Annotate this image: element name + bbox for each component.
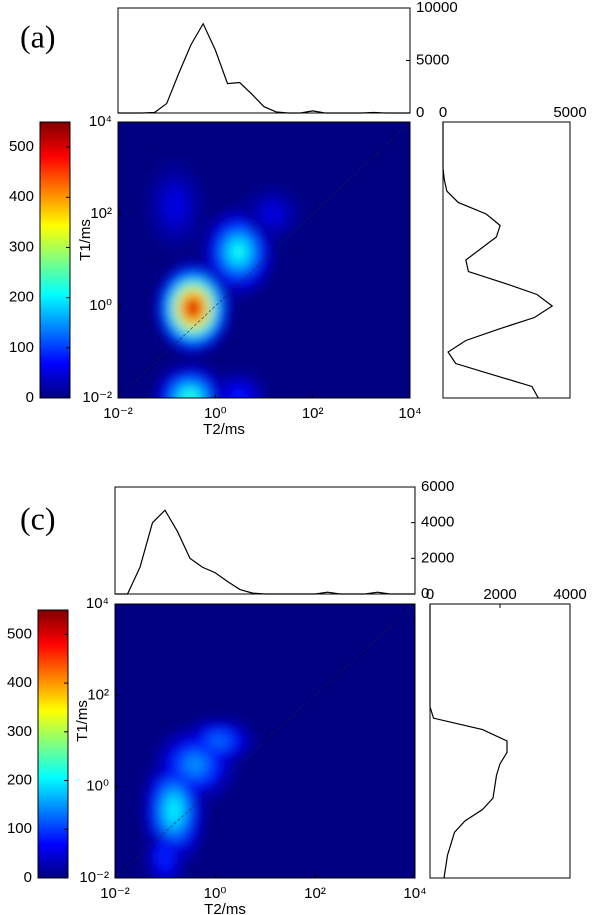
x-tick-label: 0 bbox=[439, 104, 447, 121]
colorbar-tick-label: 200 bbox=[9, 289, 34, 306]
profile-line bbox=[118, 22, 410, 114]
intensity-peak bbox=[169, 196, 182, 216]
profile-line bbox=[115, 509, 415, 595]
y-tick-label: 10000 bbox=[416, 0, 458, 16]
colorbar-tick-label: 500 bbox=[9, 138, 34, 155]
x-axis-label: T2/ms bbox=[203, 421, 245, 438]
diagonal-line bbox=[115, 604, 415, 878]
colorbar bbox=[39, 121, 71, 399]
colorbar bbox=[37, 609, 69, 879]
y-tick-label: 0 bbox=[421, 585, 429, 602]
heatmap-area bbox=[118, 122, 410, 398]
heatmap-field bbox=[143, 156, 304, 398]
intensity-peak bbox=[186, 299, 201, 317]
y-tick-label: 2000 bbox=[421, 549, 454, 566]
x-tick-label: 0 bbox=[426, 586, 434, 603]
intensity-peak bbox=[231, 243, 246, 261]
plot-frame bbox=[117, 7, 411, 114]
intensity-peak bbox=[186, 757, 204, 773]
x-tick-label: 10² bbox=[304, 885, 326, 902]
plot-frame bbox=[114, 486, 416, 595]
y-axis-label: T1/ms bbox=[74, 700, 91, 742]
x-tick-label: 10⁰ bbox=[204, 405, 227, 422]
intensity-peak bbox=[211, 736, 227, 746]
y-tick-label: 10⁰ bbox=[89, 297, 112, 314]
y-tick-label: 0 bbox=[416, 104, 424, 121]
y-tick-label: 10² bbox=[87, 686, 109, 703]
y-tick-label: 10⁴ bbox=[86, 595, 109, 612]
x-tick-label: 10² bbox=[302, 405, 324, 422]
panel-label: (a) bbox=[20, 18, 56, 54]
colorbar-tick-label: 0 bbox=[24, 869, 32, 886]
plot-frame bbox=[114, 603, 416, 879]
intensity-peak bbox=[160, 848, 170, 864]
profile-line bbox=[429, 604, 508, 879]
x-tick-label: 10⁻² bbox=[100, 885, 130, 902]
colorbar-tick-label: 400 bbox=[7, 674, 32, 691]
colorbar-tick-label: 300 bbox=[7, 723, 32, 740]
x-tick-label: 10⁴ bbox=[403, 885, 426, 902]
y-tick-label: 10² bbox=[90, 205, 112, 222]
colorbar-tick-label: 100 bbox=[7, 820, 32, 837]
colorbar-tick-label: 400 bbox=[9, 188, 34, 205]
x-tick-label: 4000 bbox=[553, 586, 586, 603]
intensity-peak bbox=[182, 391, 197, 398]
y-tick-label: 10⁴ bbox=[89, 113, 112, 130]
x-tick-label: 10⁻² bbox=[103, 405, 133, 422]
colorbar-tick-label: 200 bbox=[7, 772, 32, 789]
x-tick-label: 5000 bbox=[553, 104, 586, 121]
y-tick-label: 10⁻² bbox=[79, 869, 109, 886]
x-tick-label: 10⁴ bbox=[398, 405, 421, 422]
x-tick-label: 2000 bbox=[483, 586, 516, 603]
heatmap-area bbox=[115, 604, 415, 878]
panel-label: (c) bbox=[20, 500, 56, 536]
plot-frame bbox=[117, 121, 411, 399]
diagonal-line bbox=[118, 122, 410, 398]
y-axis-label: T1/ms bbox=[77, 219, 94, 261]
intensity-peak bbox=[167, 799, 180, 822]
x-axis-label: T2/ms bbox=[204, 901, 246, 915]
x-tick-label: 10⁰ bbox=[204, 885, 227, 902]
y-tick-label: 6000 bbox=[421, 478, 454, 495]
colorbar-tick-label: 500 bbox=[7, 625, 32, 642]
intensity-peak bbox=[232, 392, 245, 398]
y-tick-label: 4000 bbox=[421, 514, 454, 531]
y-tick-label: 10⁰ bbox=[86, 778, 109, 795]
colorbar-tick-label: 0 bbox=[26, 389, 34, 406]
profile-line bbox=[442, 122, 554, 399]
y-tick-label: 5000 bbox=[416, 51, 449, 68]
plot-frame bbox=[442, 121, 571, 399]
plot-frame bbox=[429, 603, 571, 879]
colorbar-tick-label: 300 bbox=[9, 238, 34, 255]
intensity-peak bbox=[266, 208, 279, 220]
colorbar-tick-label: 100 bbox=[9, 339, 34, 356]
y-tick-label: 10⁻² bbox=[82, 389, 112, 406]
